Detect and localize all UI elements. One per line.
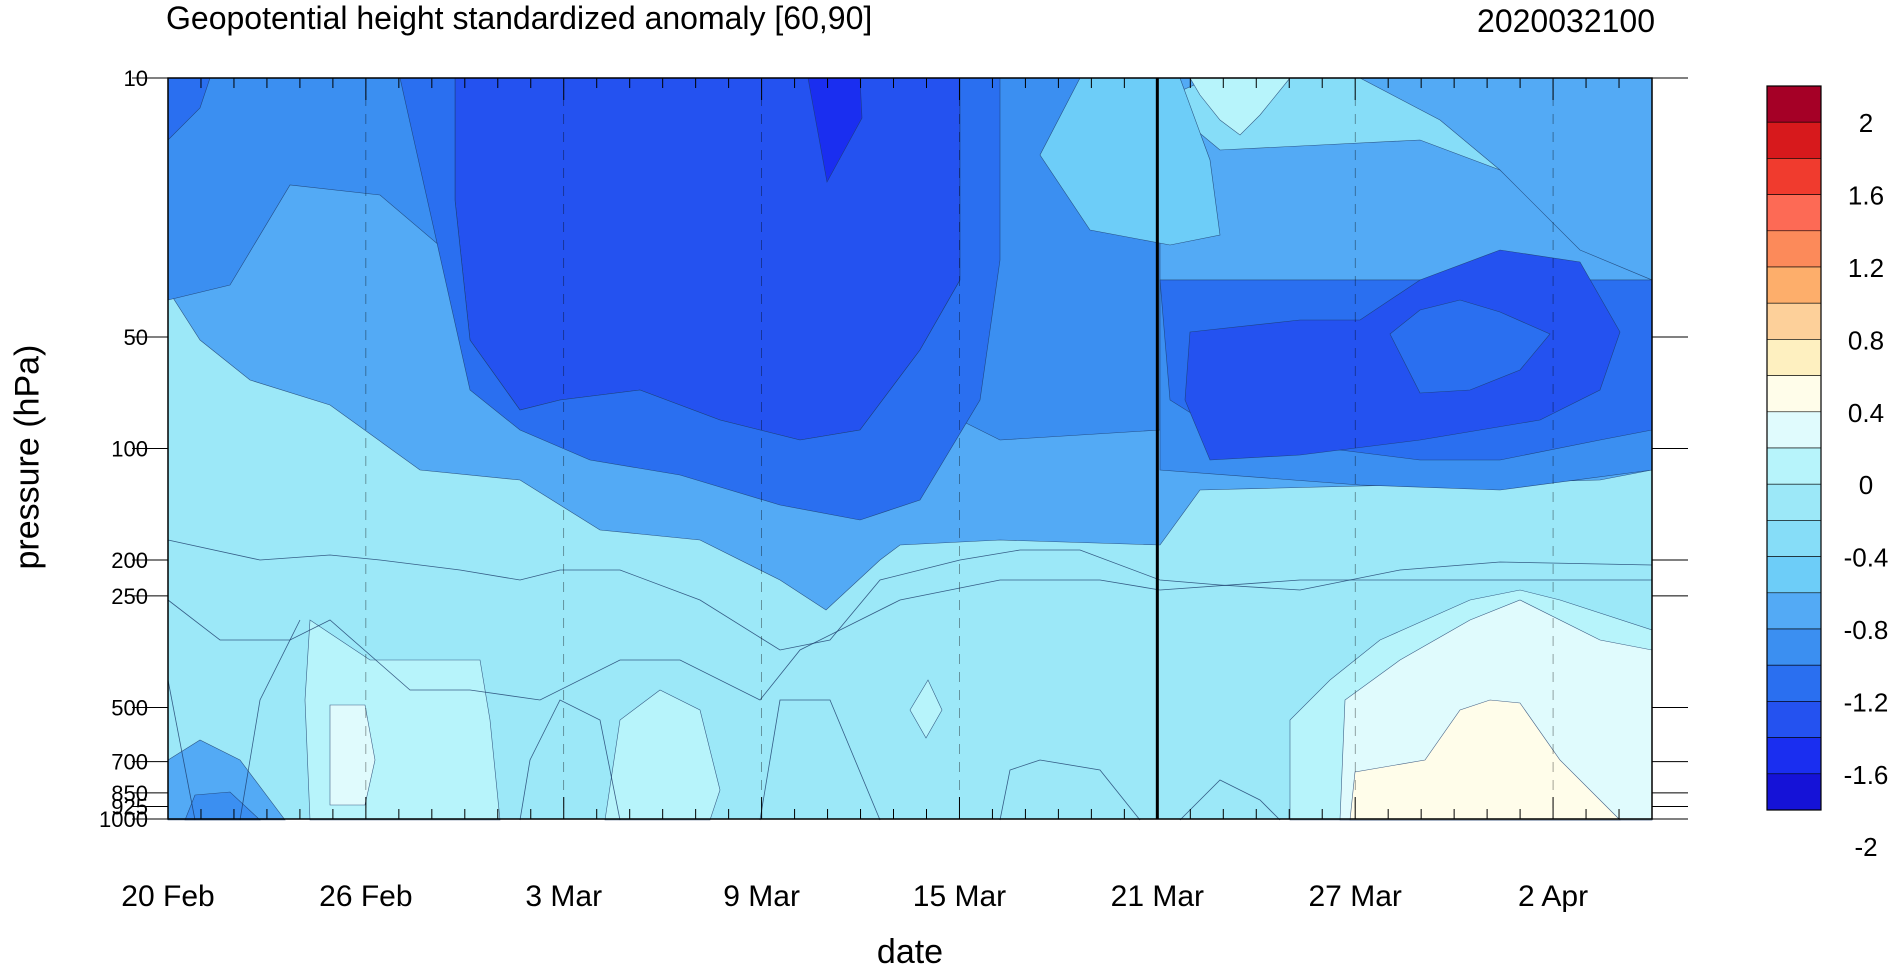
- colorbar-swatch: [1766, 628, 1822, 666]
- contour-line: [239, 619, 301, 821]
- colorbar-swatch: [1766, 194, 1822, 232]
- colorbar-swatch: [1766, 592, 1822, 630]
- contour-line: [167, 579, 1652, 701]
- colorbar-swatch: [1766, 266, 1822, 304]
- y-tick-label: 925: [111, 794, 148, 819]
- x-tick-label: 27 Mar: [1309, 880, 1402, 913]
- chart-date-label: 2020032100: [1477, 3, 1655, 39]
- anomaly-region: [909, 679, 943, 739]
- contour-line: [519, 699, 621, 821]
- x-tick-label: 9 Mar: [723, 880, 800, 913]
- x-tick-label: 26 Feb: [319, 880, 412, 913]
- y-tick-label: 850: [111, 781, 148, 806]
- contour-fields: [167, 77, 1653, 821]
- x-axis: 20 Feb 26 Feb 3 Mar 9 Mar 15 Mar 21 Mar 27 Mar…: [121, 78, 1653, 913]
- colorbar-label: -0.8: [1844, 615, 1889, 645]
- anomaly-region: [604, 689, 721, 821]
- contour-lines: [167, 539, 1653, 821]
- colorbar-swatch: [1766, 737, 1822, 775]
- y-tick-label: 100: [111, 437, 148, 462]
- colorbar: 2 1.6 1.2 0.8 0.4 0 -0.4 -0.8 -1.2 -1.6 -2: [1766, 85, 1889, 862]
- colorbar-label: 2: [1859, 108, 1873, 138]
- contour-line: [999, 759, 1141, 821]
- x-tick-label: 20 Feb: [121, 880, 214, 913]
- colorbar-swatch: [1766, 158, 1822, 195]
- x-tick-label: 3 Mar: [525, 880, 602, 913]
- colorbar-swatch: [1766, 121, 1822, 159]
- chart-title: Geopotential height standardized anomaly…: [166, 0, 873, 36]
- x-axis-label: date: [876, 933, 944, 971]
- y-tick-label: 250: [111, 584, 148, 609]
- y-tick-label: 700: [111, 750, 148, 775]
- colorbar-swatch: [1766, 556, 1822, 594]
- colorbar-swatch: [1766, 483, 1822, 521]
- x-tick-label: 2 Apr: [1518, 880, 1588, 913]
- colorbar-label: 0: [1859, 470, 1873, 500]
- anomaly-region: [399, 77, 1001, 521]
- colorbar-border: [1766, 85, 1822, 811]
- colorbar-label: -1.6: [1844, 760, 1889, 790]
- contour-line: [759, 699, 881, 821]
- y-tick-label: 1000: [99, 807, 148, 832]
- contour-line: [167, 679, 196, 821]
- colorbar-swatch: [1766, 302, 1822, 340]
- colorbar-swatch: [1766, 447, 1822, 485]
- colorbar-label: -0.4: [1844, 543, 1889, 573]
- x-tick-label: 21 Mar: [1111, 880, 1204, 913]
- colorbar-label: -2: [1854, 832, 1877, 862]
- colorbar-swatch: [1766, 85, 1822, 123]
- colorbar-swatch: [1766, 520, 1822, 557]
- y-tick-label: 10: [124, 66, 148, 91]
- colorbar-swatch: [1766, 339, 1822, 376]
- anomaly-region: [329, 704, 376, 806]
- colorbar-label: 1.6: [1848, 181, 1884, 211]
- contour-line: [1179, 779, 1281, 821]
- anomaly-region: [1349, 699, 1621, 821]
- colorbar-label: 1.2: [1848, 253, 1884, 283]
- anomaly-region: [1039, 77, 1221, 246]
- colorbar-swatch: [1766, 230, 1822, 268]
- colorbar-label: 0.4: [1848, 398, 1884, 428]
- y-tick-label: 500: [111, 695, 148, 720]
- colorbar-label: -1.2: [1844, 687, 1889, 717]
- y-tick-label: 200: [111, 548, 148, 573]
- colorbar-swatch: [1766, 411, 1822, 449]
- y-tick-label: 50: [124, 325, 148, 350]
- anomaly-region: [1389, 299, 1551, 394]
- colorbar-swatch: [1766, 664, 1822, 702]
- contour-line: [167, 539, 1653, 651]
- colorbar-label: 0.8: [1848, 325, 1884, 355]
- colorbar-swatch: [1766, 773, 1822, 811]
- anomaly-region: [454, 77, 961, 441]
- colorbar-swatch: [1766, 375, 1822, 413]
- x-tick-label: 15 Mar: [913, 880, 1006, 913]
- colorbar-swatch: [1766, 701, 1822, 738]
